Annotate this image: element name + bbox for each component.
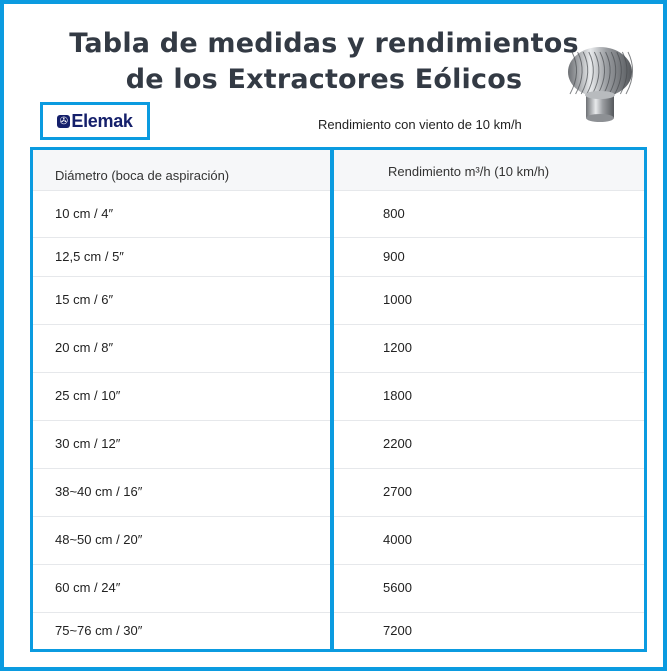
cell-diameter: 38~40 cm / 16″ <box>55 484 143 499</box>
title-line-2: de los Extractores Eólicos <box>125 64 523 95</box>
measurements-table: Diámetro (boca de aspiración) Rendimient… <box>30 147 647 652</box>
cell-diameter: 75~76 cm / 30″ <box>55 622 143 638</box>
cell-performance: 5600 <box>383 580 412 595</box>
cell-performance: 1800 <box>383 388 412 403</box>
cell-diameter: 12,5 cm / 5″ <box>55 248 124 264</box>
cell-performance: 1200 <box>383 340 412 355</box>
logo-text: Elemak <box>71 110 133 131</box>
cell-performance: 900 <box>383 248 405 264</box>
cell-diameter: 48~50 cm / 20″ <box>55 532 143 547</box>
cell-diameter: 20 cm / 8″ <box>55 340 114 355</box>
table-row: 25 cm / 10″ 1800 <box>33 372 644 421</box>
cell-diameter: 30 cm / 12″ <box>55 436 121 451</box>
table-header: Diámetro (boca de aspiración) Rendimient… <box>33 150 644 190</box>
table-row: 60 cm / 24″ 5600 <box>33 564 644 613</box>
table-row: 30 cm / 12″ 2200 <box>33 420 644 469</box>
table-row: 15 cm / 6″ 1000 <box>33 276 644 325</box>
cell-diameter: 15 cm / 6″ <box>55 292 114 307</box>
table-row: 48~50 cm / 20″ 4000 <box>33 516 644 565</box>
subtitle: Rendimiento con viento de 10 km/h <box>318 117 522 132</box>
cell-performance: 4000 <box>383 532 412 547</box>
table-row: 20 cm / 8″ 1200 <box>33 324 644 373</box>
table-row: 12,5 cm / 5″ 900 <box>33 237 644 277</box>
cell-diameter: 25 cm / 10″ <box>55 388 121 403</box>
header-performance: Rendimiento m³/h (10 km/h) <box>388 164 550 179</box>
column-divider <box>330 150 334 649</box>
cell-diameter: 60 cm / 24″ <box>55 580 121 595</box>
header-diameter: Diámetro (boca de aspiración) <box>55 168 230 183</box>
cell-performance: 2200 <box>383 436 412 451</box>
title-line-1: Tabla de medidas y rendimientos <box>69 28 579 59</box>
cell-performance: 1000 <box>383 292 412 307</box>
fan-icon: ✇ <box>57 114 71 128</box>
elemak-logo[interactable]: ✇ Elemak <box>40 102 150 140</box>
table-row: 38~40 cm / 16″ 2700 <box>33 468 644 517</box>
cell-performance: 7200 <box>383 622 412 638</box>
table-row: 10 cm / 4″ 800 <box>33 190 644 238</box>
cell-performance: 800 <box>383 205 405 221</box>
table-row: 75~76 cm / 30″ 7200 <box>33 612 644 650</box>
page-title: Tabla de medidas y rendimientos de los E… <box>44 26 604 98</box>
cell-performance: 2700 <box>383 484 412 499</box>
wind-turbine-extractor-image <box>568 47 633 122</box>
cell-diameter: 10 cm / 4″ <box>55 205 114 221</box>
